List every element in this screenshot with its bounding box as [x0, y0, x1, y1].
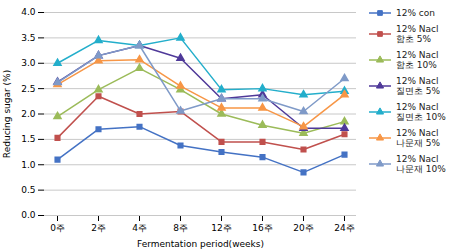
- html-text:12% Nacl 함초 10%: 12% Nacl 함초 10%: [396, 49, 439, 70]
- html-text:12% Nacl 나문재 5%: 12% Nacl 나문재 5%: [396, 127, 441, 148]
- svg-text:12주: 12주: [211, 223, 231, 233]
- svg-text:Reducing sugar (%): Reducing sugar (%): [2, 70, 12, 158]
- html-text:12% Nacl 나문재 10%: 12% Nacl 나문재 10%: [396, 153, 446, 174]
- svg-text:0.0: 0.0: [21, 210, 36, 220]
- svg-text:2주: 2주: [91, 223, 106, 233]
- svg-text:8주: 8주: [173, 223, 188, 233]
- svg-text:24주: 24주: [334, 223, 354, 233]
- svg-text:2.0: 2.0: [21, 109, 36, 119]
- svg-text:Fermentation period(weeks): Fermentation period(weeks): [137, 239, 264, 249]
- svg-text:2.5: 2.5: [21, 84, 35, 94]
- html-text:12% Nacl 질면초 10%: 12% Nacl 질면초 10%: [396, 101, 446, 122]
- svg-text:0.5: 0.5: [21, 185, 35, 195]
- svg-text:3.5: 3.5: [21, 33, 35, 43]
- html-text:12% Nacl 질면초 5%: 12% Nacl 질면초 5%: [396, 75, 441, 96]
- svg-text:1.5: 1.5: [21, 134, 35, 144]
- svg-text:4주: 4주: [132, 223, 147, 233]
- svg-text:0주: 0주: [50, 223, 65, 233]
- svg-text:20주: 20주: [293, 223, 313, 233]
- svg-text:4.0: 4.0: [21, 7, 36, 17]
- html-text:12% Nacl 함초 5%: 12% Nacl 함초 5%: [396, 23, 439, 44]
- svg-text:16주: 16주: [252, 223, 272, 233]
- svg-text:3.0: 3.0: [21, 58, 36, 68]
- svg-text:1.0: 1.0: [21, 160, 36, 170]
- html-text:12% con: 12% con: [396, 8, 435, 18]
